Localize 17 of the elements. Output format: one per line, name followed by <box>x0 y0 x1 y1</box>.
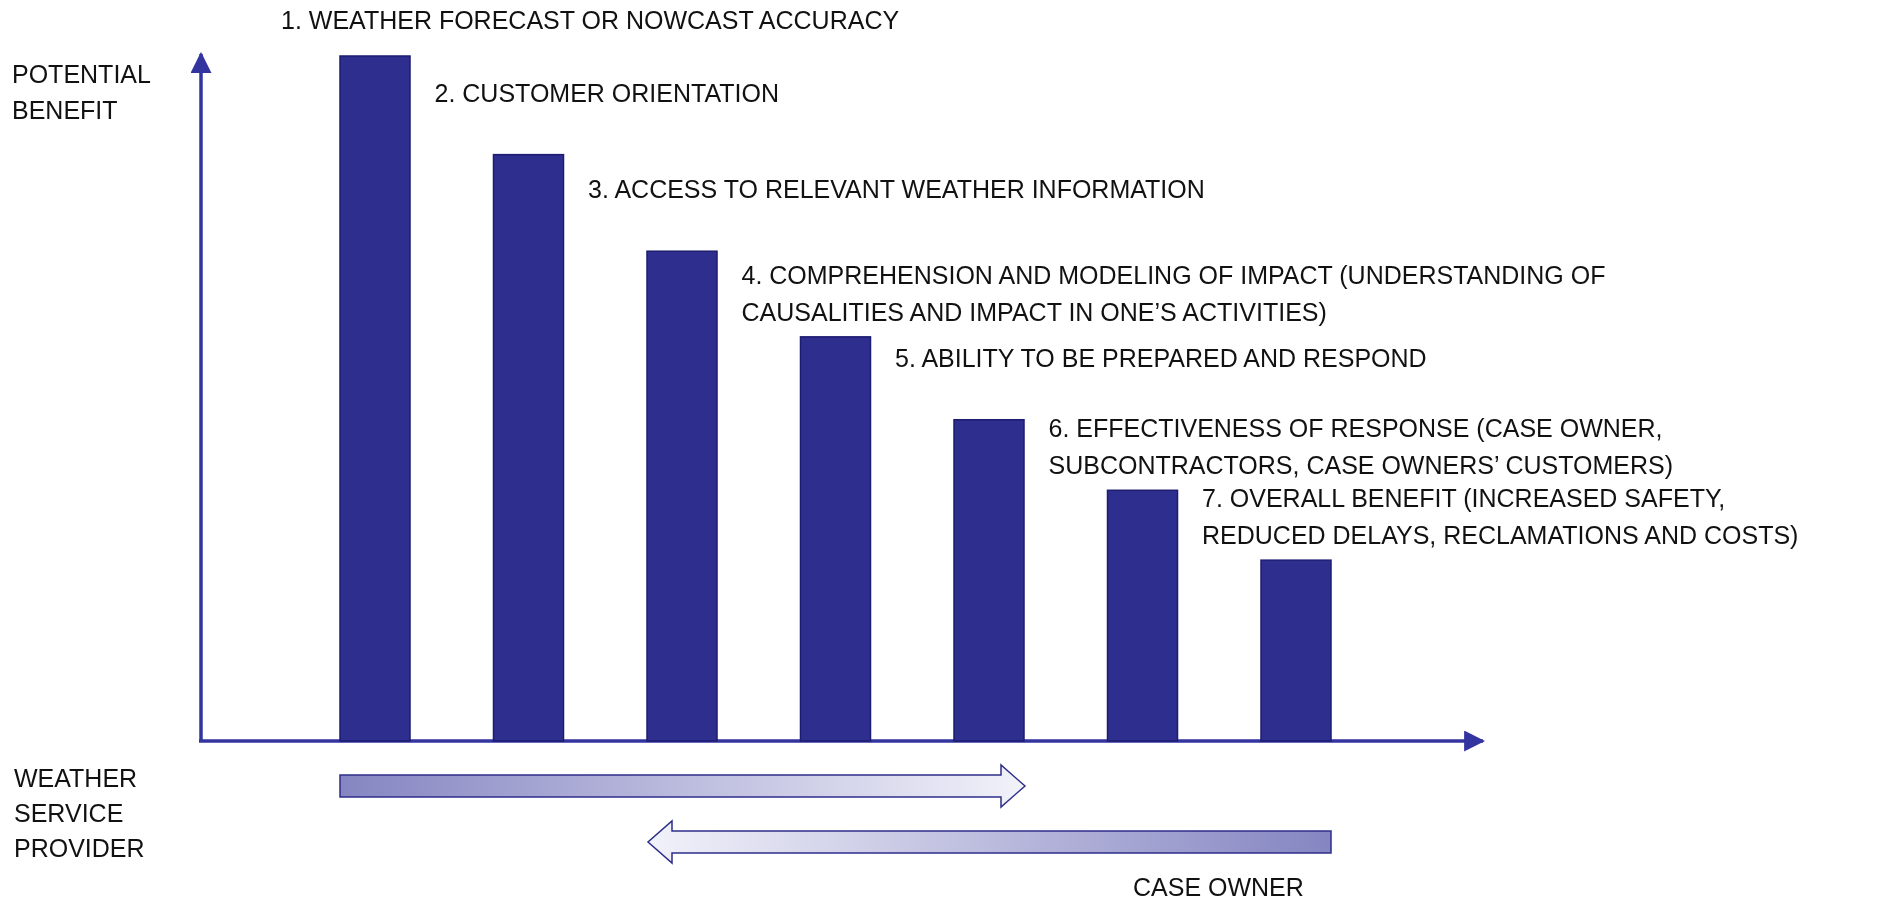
bar <box>799 336 872 742</box>
annotation: 3. ACCESS TO RELEVANT WEATHER INFORMATION <box>588 175 1205 204</box>
text: WEATHER SERVICE PROVIDER <box>14 764 145 862</box>
annotation: 5. ABILITY TO BE PREPARED AND RESPOND <box>895 343 1427 372</box>
text: 1. WEATHER FORECAST OR NOWCAST ACCURACY <box>281 6 900 34</box>
annotation: 7. OVERALL BENEFIT (INCREASED SAFETY, REDUCED DELAYS, RECLAMATIONS AND COSTS) <box>1202 484 1799 550</box>
bar <box>646 250 718 742</box>
bar <box>492 153 565 742</box>
annotation: 2. CUSTOMER ORIENTATION <box>434 78 779 107</box>
bar <box>1106 489 1179 742</box>
annotation: 6. EFFECTIVENESS OF RESPONSE (CASE OWNER, SUBCONTRACTORS, CASE OWNERS’ CUSTOMERS) <box>1048 414 1674 480</box>
y-axis-title: POTENTIAL BENEFIT <box>12 60 152 124</box>
text: CASE OWNER <box>1133 873 1304 901</box>
bar <box>1260 559 1332 742</box>
bar <box>953 418 1025 742</box>
bar <box>339 55 411 742</box>
annotation: 4. COMPREHENSION AND MODELING OF IMPACT (UNDERSTANDING OF CAUSALITIES AND IMPACT IN ONE’S ACTIVITIES) <box>741 260 1606 326</box>
